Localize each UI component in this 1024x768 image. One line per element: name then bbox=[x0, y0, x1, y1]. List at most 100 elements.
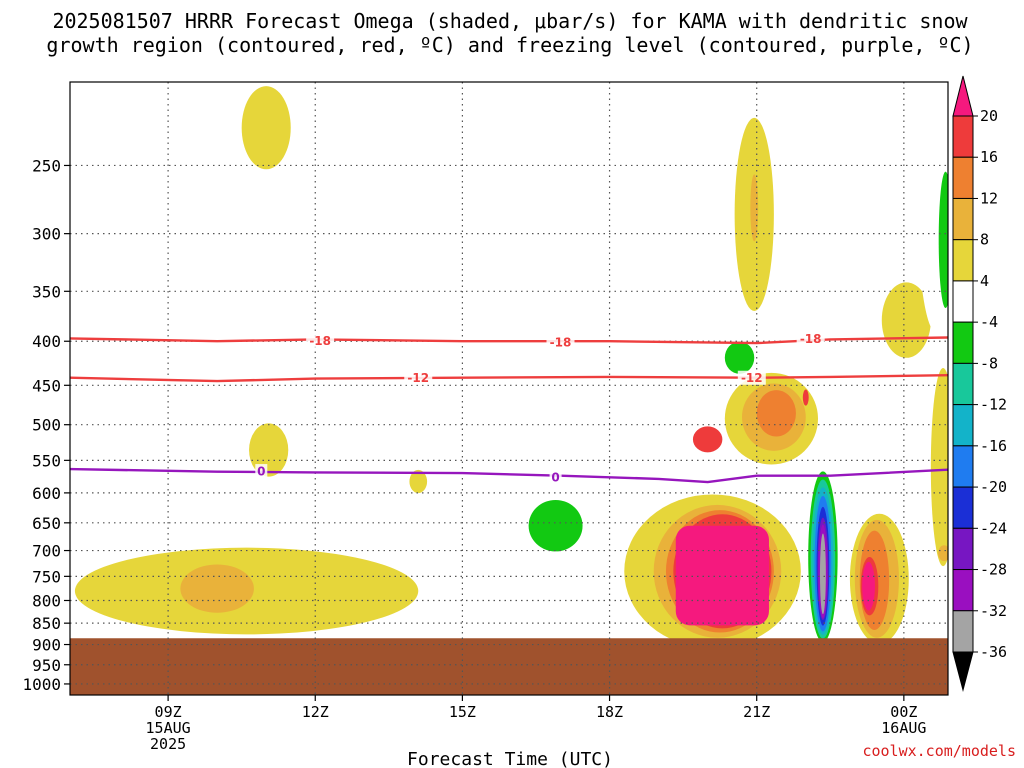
colorbar-top-arrow bbox=[952, 75, 974, 117]
omega-region--8 bbox=[724, 341, 755, 374]
y-tick-label-300: 300 bbox=[32, 225, 61, 244]
contour-label-bg bbox=[546, 335, 575, 350]
colorbar-swatch bbox=[952, 445, 974, 488]
y-tick-label-850: 850 bbox=[32, 614, 61, 633]
omega-region-8 bbox=[938, 545, 948, 562]
colorbar-swatch bbox=[952, 362, 974, 406]
contour-label-0: 0 bbox=[551, 470, 559, 484]
omega-region-16 bbox=[802, 389, 809, 406]
y-tick-label-800: 800 bbox=[32, 591, 61, 610]
x-tick-label-12-0: 12Z bbox=[302, 703, 329, 721]
colorbar-label-16: 16 bbox=[980, 148, 998, 166]
credit-text: coolwx.com/models bbox=[862, 742, 1016, 760]
colorbar-bottom-arrow bbox=[952, 651, 974, 692]
omega-region--36 bbox=[819, 533, 826, 615]
chart-title-line1: 2025081507 HRRR Forecast Omega (shaded, … bbox=[52, 9, 968, 33]
colorbar-label--12: -12 bbox=[980, 396, 1007, 414]
y-tick-label-950: 950 bbox=[32, 656, 61, 675]
x-tick-label-21-0: 21Z bbox=[743, 703, 770, 721]
omega-region-4 bbox=[409, 469, 428, 494]
colorbar-label--16: -16 bbox=[980, 437, 1007, 455]
colorbar-label-8: 8 bbox=[980, 231, 989, 249]
y-tick-label-500: 500 bbox=[32, 416, 61, 435]
x-tick-label-9-1: 15AUG bbox=[146, 719, 191, 737]
omega-region-16 bbox=[692, 426, 723, 453]
contour-labels: -18 -18 -18 -12 -12 0 0 bbox=[255, 331, 825, 484]
omega-region-8 bbox=[750, 174, 759, 242]
omega-region--8 bbox=[938, 171, 948, 308]
y-tick-label-750: 750 bbox=[32, 567, 61, 586]
x-tick-label-18-0: 18Z bbox=[596, 703, 623, 721]
contour-label-bg bbox=[549, 469, 562, 484]
y-tick-label-450: 450 bbox=[32, 376, 61, 395]
colorbar-label--32: -32 bbox=[980, 602, 1007, 620]
colorbar-label--4: -4 bbox=[980, 313, 998, 331]
y-tick-label-700: 700 bbox=[32, 542, 61, 561]
colorbar-swatch bbox=[952, 610, 974, 653]
contour-label-0: 0 bbox=[257, 465, 265, 479]
omega-region-8 bbox=[180, 564, 254, 613]
colorbar-swatch bbox=[952, 569, 974, 612]
omega-region-4 bbox=[249, 423, 289, 477]
y-tick-label-650: 650 bbox=[32, 514, 61, 533]
contour-label-bg bbox=[404, 370, 433, 385]
contour-label--18: -18 bbox=[550, 336, 572, 350]
omega-region--4 bbox=[916, 82, 948, 332]
colorbar-swatch bbox=[952, 239, 974, 282]
colorbar-label-12: 12 bbox=[980, 189, 998, 207]
x-axis-label: Forecast Time (UTC) bbox=[407, 749, 613, 768]
colorbar-label--36: -36 bbox=[980, 643, 1007, 661]
contour-label-bg bbox=[796, 331, 825, 346]
contour-label-bg bbox=[306, 333, 335, 348]
y-axis-pressure: 250 300 350 400 450 500 550 600 650 700 750 800 850 9… bbox=[22, 156, 70, 694]
contour-label--18: -18 bbox=[800, 332, 822, 346]
colorbar-label--28: -28 bbox=[980, 561, 1007, 579]
omega-region-12 bbox=[756, 390, 796, 437]
colorbar-swatch bbox=[952, 280, 974, 323]
omega-region--8 bbox=[528, 499, 583, 552]
y-tick-label-1000: 1000 bbox=[22, 675, 61, 694]
omega-region-20 bbox=[862, 561, 875, 611]
omega-shading-layer bbox=[74, 82, 948, 649]
colorbar-swatch bbox=[952, 156, 974, 199]
contour-label--18: -18 bbox=[309, 334, 331, 348]
x-tick-label-9-2: 2025 bbox=[150, 735, 186, 753]
chart-title-line2: growth region (contoured, red, ºC) and f… bbox=[46, 33, 973, 57]
contour-label-bg bbox=[737, 370, 766, 385]
plot-frame bbox=[69, 81, 949, 696]
contour-label-bg bbox=[255, 464, 268, 479]
contour-line--12 bbox=[70, 374, 948, 383]
y-tick-label-900: 900 bbox=[32, 636, 61, 655]
omega-region--4 bbox=[202, 390, 223, 437]
x-tick-label-9-0: 09Z bbox=[155, 703, 182, 721]
colorbar-swatch bbox=[952, 321, 974, 364]
colorbar-swatch bbox=[952, 197, 974, 241]
contour-label--12: -12 bbox=[407, 371, 429, 385]
y-tick-label-350: 350 bbox=[32, 282, 61, 301]
omega-region--4 bbox=[398, 526, 507, 575]
omega-region--4 bbox=[938, 608, 944, 620]
colorbar-swatch bbox=[952, 527, 974, 571]
y-tick-label-250: 250 bbox=[32, 156, 61, 175]
x-tick-label-15-0: 15Z bbox=[449, 703, 476, 721]
colorbar-label--24: -24 bbox=[980, 519, 1007, 537]
y-tick-label-550: 550 bbox=[32, 451, 61, 470]
omega-region-4 bbox=[241, 86, 291, 170]
x-tick-label-24-0: 00Z bbox=[890, 703, 917, 721]
omega-region-4 bbox=[930, 368, 948, 567]
colorbar-label--20: -20 bbox=[980, 478, 1007, 496]
y-tick-label-400: 400 bbox=[32, 332, 61, 351]
omega-region--4 bbox=[781, 253, 806, 303]
omega-region--4 bbox=[845, 411, 854, 439]
y-tick-label-600: 600 bbox=[32, 484, 61, 503]
colorbar-label-4: 4 bbox=[980, 272, 989, 290]
colorbar-swatch bbox=[952, 486, 974, 529]
colorbar-swatch bbox=[952, 115, 974, 158]
omega-region-20 bbox=[675, 525, 769, 626]
colorbar-label-20: 20 bbox=[980, 107, 998, 125]
colorbar-label--8: -8 bbox=[980, 354, 998, 372]
x-tick-label-24-1: 16AUG bbox=[881, 719, 926, 737]
ground-surface bbox=[70, 638, 948, 695]
